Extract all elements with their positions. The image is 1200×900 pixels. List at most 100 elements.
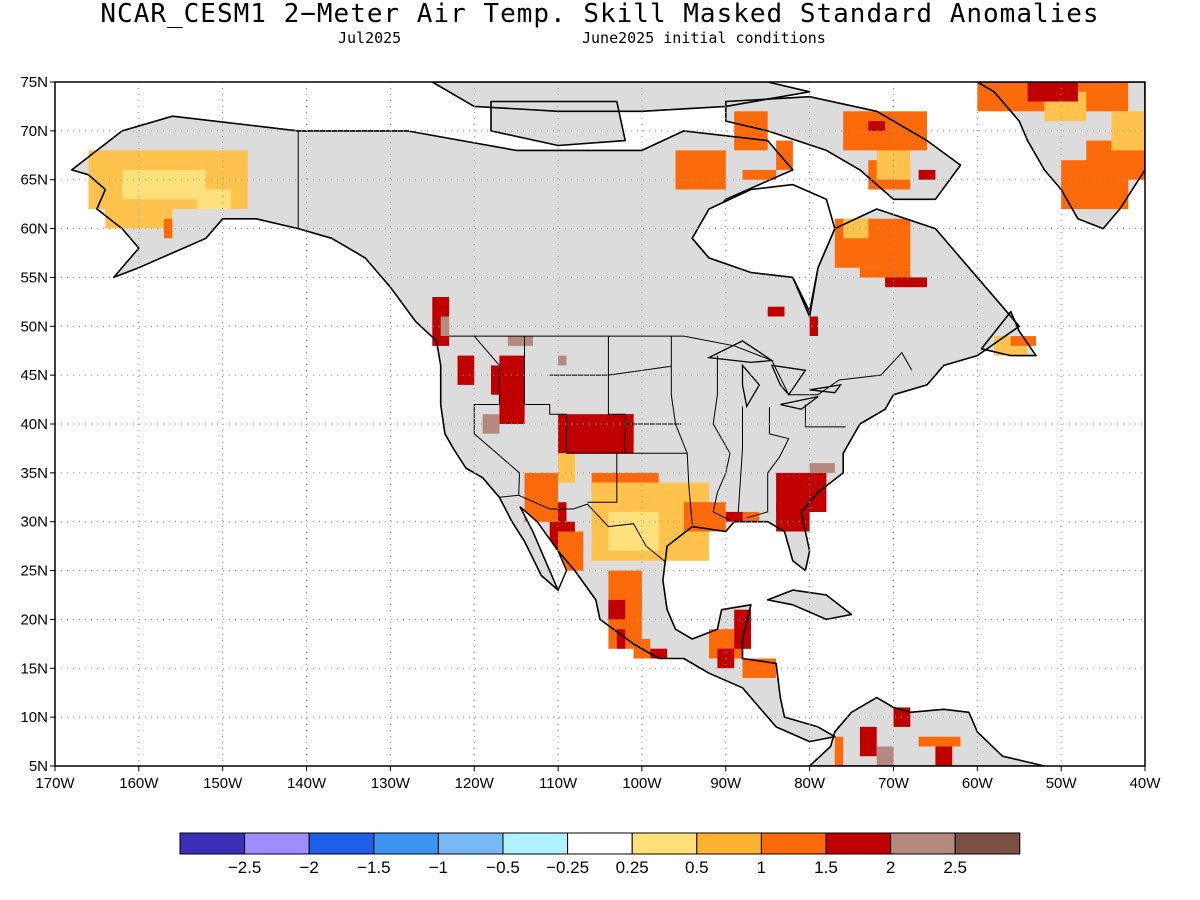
lon-tick-label: 120W — [455, 775, 495, 792]
anomaly-cell-newfoundland-orange — [1010, 336, 1036, 346]
axis-ticks: 75N 70N 65N 60N 55N 50N 45N 40N 35N 30N 25N 20N 15N 1… — [20, 74, 1161, 792]
lat-tick-label: 75N — [20, 74, 48, 91]
lon-tick-label: 40W — [1130, 775, 1162, 792]
anomaly-cell-alaska-yellow — [197, 189, 231, 209]
gulf-of-california-water — [519, 506, 568, 592]
anomaly-cell-southeast-red — [725, 511, 743, 522]
political-border — [449, 335, 913, 396]
map-title: NCAR_CESM1 2−Meter Air Temp. Skill Maske… — [100, 0, 1100, 29]
anomaly-cell-baffin-red — [868, 121, 886, 131]
colorbar-label: −0.25 — [546, 858, 589, 877]
lat-tick-label: 5N — [29, 758, 48, 775]
anomaly-cell-southeast-brown — [809, 463, 835, 473]
lat-tick-label: 55N — [20, 269, 48, 286]
south-america-land — [809, 697, 1045, 766]
anomaly-cell-south-america-red — [859, 726, 877, 757]
anomaly-cell-pacific-nw-brown — [482, 414, 500, 434]
anomaly-cell-central-america — [742, 658, 776, 678]
lon-tick-label: 90W — [710, 775, 742, 792]
anomaly-cell-south-america-red — [935, 746, 953, 766]
lat-tick-label: 50N — [20, 318, 48, 335]
lat-tick-label: 30N — [20, 514, 48, 531]
anomaly-cell-mexico-red — [616, 629, 626, 649]
victoria-island-coastline — [490, 100, 627, 147]
anomaly-cell-south-america-orange — [834, 736, 844, 766]
anomaly-cell-pacific-nw — [457, 355, 475, 385]
anomaly-cell-hudson-bay-red — [809, 316, 818, 336]
lat-tick-label: 65N — [20, 172, 48, 189]
anomaly-cell-pacific-nw-brown — [558, 355, 567, 366]
anomaly-cell-alaska-south — [164, 218, 173, 239]
political-border — [712, 355, 731, 521]
lat-tick-label: 35N — [20, 465, 48, 482]
colorbar-swatch — [890, 832, 956, 855]
anomaly-cell-labrador — [859, 267, 911, 278]
anomaly-cell-hudson-bay-red — [767, 306, 785, 317]
anomaly-cell-mexico-red — [608, 599, 626, 620]
lon-tick-label: 70W — [878, 775, 910, 792]
lat-tick-label: 60N — [20, 221, 48, 238]
forecast-month: Jul2025 — [338, 29, 402, 47]
anomaly-cell-pacific-nw-brown — [507, 336, 533, 346]
lon-tick-label: 140W — [287, 775, 327, 792]
great-lake — [741, 363, 761, 409]
great-lake — [780, 395, 819, 411]
political-border — [804, 404, 846, 428]
colorbar-label: 1 — [757, 858, 766, 877]
north-america-land — [71, 116, 1020, 742]
colorbar-swatch — [437, 832, 504, 855]
colorbar-swatch — [825, 832, 892, 855]
lon-tick-label: 160W — [119, 775, 159, 792]
anomaly-cell-labrador-red — [885, 277, 927, 288]
political-border — [549, 365, 672, 376]
lon-tick-label: 80W — [794, 775, 826, 792]
colorbar-swatch — [308, 832, 375, 855]
colorbar-label: −2 — [300, 858, 319, 877]
north-america-land-coastline — [71, 115, 1021, 743]
political-border — [670, 336, 693, 525]
hudson-bay-water — [691, 183, 836, 315]
colorbar-swatch — [631, 832, 698, 855]
cuba-land-coastline — [766, 589, 853, 621]
colorbar-swatch — [244, 832, 310, 855]
lon-tick-label: 150W — [203, 775, 243, 792]
anomaly-cell-hudson-nw — [675, 150, 726, 190]
lat-tick-label: 70N — [20, 123, 48, 140]
south-america-land-coastline — [808, 696, 1046, 766]
colorbar-swatch — [760, 832, 827, 855]
political-border — [737, 406, 743, 512]
anomaly-cell-south-america-orange — [918, 736, 961, 747]
lat-tick-label: 45N — [20, 367, 48, 384]
anomaly-cell-alaska-yellow — [122, 169, 206, 200]
arctic-islands-coastline — [431, 82, 811, 113]
colorbar-label: 0.5 — [685, 858, 709, 877]
lon-tick-label: 60W — [962, 775, 994, 792]
anomaly-cell-southwest-orange — [524, 472, 558, 522]
lon-tick-label: 100W — [622, 775, 662, 792]
lat-tick-label: 10N — [20, 709, 48, 726]
colorbar-swatch — [373, 832, 439, 855]
anomaly-cells — [88, 82, 1145, 766]
colorbar-label: 0.25 — [616, 858, 649, 877]
anomaly-cell-greenland-yellow — [1111, 111, 1145, 151]
gridlines — [55, 82, 1145, 766]
colorbar-label: 2.5 — [943, 858, 967, 877]
colorbar-swatch — [502, 832, 569, 855]
coastlines — [71, 82, 1145, 766]
lat-tick-label: 40N — [20, 416, 48, 433]
political-border — [473, 335, 521, 496]
anomaly-cell-south-america-brown — [876, 746, 894, 766]
political-border — [524, 336, 618, 503]
colorbar-swatch — [179, 832, 246, 855]
anomaly-cell-texas-light — [608, 511, 659, 551]
colorbar-label: −0.5 — [486, 858, 520, 877]
lon-tick-label: 170W — [35, 775, 75, 792]
baffin-land-coastline — [724, 95, 962, 201]
lon-tick-label: 130W — [371, 775, 411, 792]
anomaly-cell-mexico-red — [650, 648, 668, 659]
initial-conditions: June2025 initial conditions — [582, 29, 826, 47]
colorbar-label: −2.5 — [228, 858, 262, 877]
lon-tick-label: 110W — [539, 775, 578, 792]
lat-tick-label: 15N — [20, 660, 48, 677]
